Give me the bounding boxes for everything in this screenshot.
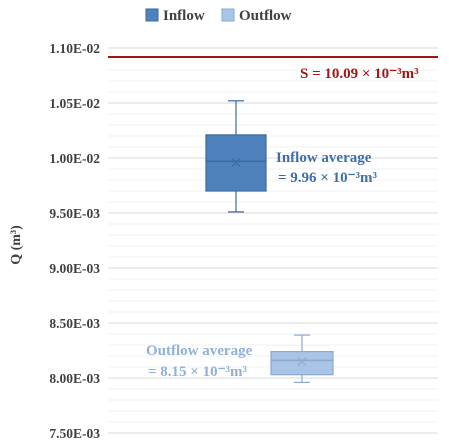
boxes-layer [205,100,334,383]
box-inflow [205,100,267,213]
mean-marker [231,157,241,167]
y-tick-labels: 7.50E-03 8.00E-03 8.50E-03 9.00E-03 9.50E-03… [49,41,100,441]
outflow-average-label: Outflow average [146,343,253,359]
y-tick-label: 7.50E-03 [49,426,100,441]
legend-swatch-outflow [221,8,235,22]
legend: Inflow Outflow [145,8,292,24]
grid-lines [108,47,438,434]
y-axis-title: Q (m³) [9,225,24,265]
y-tick-label: 8.00E-03 [49,371,100,386]
interquartile-box [270,351,334,376]
storage-annotation: S = 10.09 × 10⁻³m³ [300,66,419,82]
inflow-average-label: Inflow average [276,150,372,166]
box-outflow [270,334,334,383]
mean-marker [297,357,307,366]
legend-label-outflow: Outflow [239,8,292,24]
y-tick-label: 9.50E-03 [49,206,100,221]
y-tick-label: 1.00E-02 [49,151,100,166]
y-tick-label: 1.10E-02 [49,41,100,56]
legend-label-inflow: Inflow [163,8,205,24]
legend-swatch-inflow [145,8,159,22]
y-tick-label: 9.00E-03 [49,261,100,276]
y-tick-label: 8.50E-03 [49,316,100,331]
interquartile-box [205,134,267,192]
inflow-average-value: = 9.96 × 10⁻³m³ [278,170,378,186]
y-tick-label: 1.05E-02 [49,96,100,111]
outflow-average-value: = 8.15 × 10⁻³m³ [148,364,248,380]
